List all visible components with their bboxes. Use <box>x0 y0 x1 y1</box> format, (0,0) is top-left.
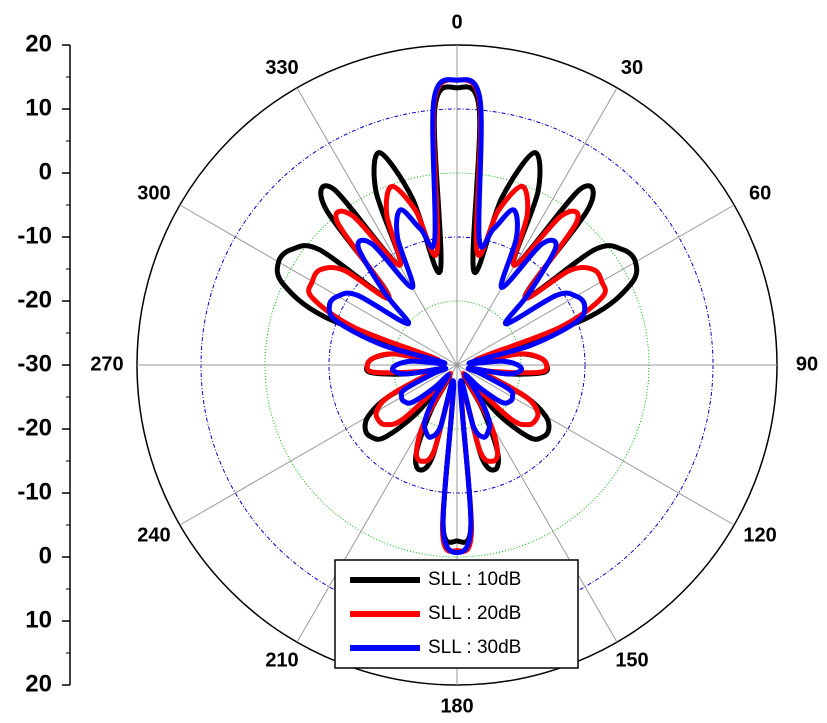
radial-tick-label: 10 <box>25 606 52 633</box>
angle-label: 60 <box>749 182 771 204</box>
spoke <box>456 87 618 366</box>
spoke <box>296 87 458 366</box>
radial-tick-label: -30 <box>17 350 52 377</box>
angle-label: 120 <box>743 524 776 546</box>
legend-label: SLL : 30dB <box>428 637 521 658</box>
series-line <box>274 84 640 545</box>
radial-tick-label: 0 <box>39 542 52 569</box>
radial-tick-label: 20 <box>25 670 52 697</box>
angle-label: 30 <box>621 57 643 79</box>
spoke <box>456 364 735 526</box>
angle-label: 270 <box>90 353 123 375</box>
radial-tick-label: -10 <box>17 478 52 505</box>
angle-label: 240 <box>137 524 170 546</box>
spoke <box>179 204 458 366</box>
radial-tick-label: -20 <box>17 414 52 441</box>
angle-label: 300 <box>137 182 170 204</box>
series-line <box>326 77 588 556</box>
radial-tick-label: 0 <box>39 158 52 185</box>
angle-label: 210 <box>265 649 298 671</box>
spoke <box>179 364 458 526</box>
angle-label: 90 <box>796 353 818 375</box>
angle-label: 150 <box>615 649 648 671</box>
legend-label: SLL : 20dB <box>428 603 521 624</box>
legend: SLL : 10dB SLL : 20dB SLL : 30dB <box>334 559 579 669</box>
radial-tick-label: -20 <box>17 286 52 313</box>
angle-label: 330 <box>265 57 298 79</box>
radial-tick-label: -10 <box>17 222 52 249</box>
angle-label: 0 <box>451 11 462 33</box>
angle-label: 180 <box>440 695 473 717</box>
radial-tick-label: 20 <box>25 30 52 57</box>
legend-label: SLL : 10dB <box>428 569 521 590</box>
spoke <box>456 204 735 366</box>
radial-tick-label: 10 <box>25 94 52 121</box>
